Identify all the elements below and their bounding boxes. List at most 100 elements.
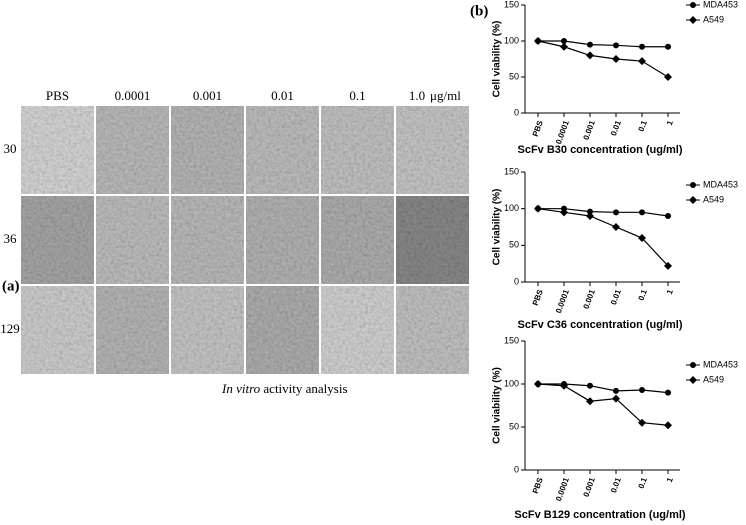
- y-axis-label: Cell viability (%): [492, 21, 503, 98]
- y-tick-label: 0: [514, 464, 519, 474]
- data-point: [587, 41, 593, 48]
- unit-label: μg/ml: [430, 88, 461, 103]
- y-tick-label: 0: [514, 276, 519, 286]
- micrograph: [246, 286, 319, 374]
- x-tick-label: 1: [665, 119, 675, 127]
- data-point: [613, 42, 619, 49]
- micrograph: [96, 196, 169, 284]
- x-tick-label: PBS: [531, 119, 545, 138]
- column-header: 0.01: [271, 88, 294, 103]
- legend-marker: [689, 376, 697, 384]
- micrograph: [21, 196, 94, 284]
- column-header: PBS: [46, 88, 69, 103]
- x-tick-label: 0.0001: [554, 476, 571, 503]
- data-point: [664, 261, 672, 270]
- data-point: [612, 394, 620, 403]
- data-point: [638, 234, 646, 242]
- micrograph: [321, 106, 394, 194]
- data-point: [586, 397, 594, 406]
- legend-label: MDA453: [703, 359, 738, 369]
- x-axis-label: ScFv C36 concentration (ug/ml): [517, 319, 682, 331]
- y-tick-label: 100: [504, 378, 519, 388]
- series-line: [537, 383, 669, 426]
- data-point: [612, 223, 620, 231]
- data-point: [534, 204, 542, 213]
- data-point: [639, 43, 645, 50]
- data-point: [612, 55, 620, 63]
- data-point: [665, 213, 671, 219]
- series-line: [537, 40, 669, 78]
- y-tick-label: 50: [509, 71, 519, 81]
- micrograph: [396, 286, 469, 374]
- x-tick-label: 0.001: [582, 476, 597, 498]
- panel-label: (a): [2, 278, 20, 294]
- series-line: [538, 208, 669, 217]
- x-tick-label: 0.001: [582, 119, 597, 141]
- x-tick-label: 0.01: [609, 476, 623, 494]
- micrograph: [321, 286, 394, 374]
- micrograph: [96, 286, 169, 374]
- x-tick-label: 1: [665, 288, 675, 296]
- y-axis-label: Cell viability (%): [492, 367, 503, 444]
- data-point: [613, 209, 619, 216]
- legend-marker: [690, 2, 696, 8]
- legend-marker: [689, 16, 697, 24]
- data-point: [586, 212, 594, 220]
- legend-marker: [689, 196, 697, 204]
- caption-text: activity analysis: [263, 381, 347, 396]
- data-point: [587, 208, 593, 215]
- data-point: [560, 381, 568, 390]
- data-point: [560, 42, 568, 51]
- caption: In vitro activity analysis: [221, 381, 348, 396]
- data-point: [561, 38, 567, 44]
- data-point: [665, 389, 671, 396]
- micrograph: [171, 196, 244, 284]
- data-point: [638, 57, 646, 66]
- x-tick-label: 0.1: [637, 119, 649, 133]
- micrograph: [396, 196, 469, 284]
- legend-label: A549: [703, 14, 724, 24]
- x-tick-label: PBS: [531, 288, 545, 307]
- y-axis-label: Cell viability (%): [492, 189, 503, 266]
- column-header: 1.0: [409, 88, 425, 103]
- data-point: [665, 43, 671, 50]
- data-point: [613, 387, 619, 394]
- micrograph: [246, 106, 319, 194]
- legend-label: MDA453: [703, 179, 738, 189]
- y-tick-label: 100: [504, 35, 519, 45]
- x-axis-label: ScFv B30 concentration (ug/ml): [517, 144, 682, 156]
- micrograph: [21, 106, 94, 194]
- column-header: 0.0001: [115, 88, 151, 103]
- x-tick-label: 0.0001: [554, 288, 571, 315]
- micrograph: [246, 196, 319, 284]
- data-point: [638, 418, 646, 427]
- y-tick-label: 0: [514, 107, 519, 117]
- x-tick-label: 0.1: [637, 288, 649, 302]
- series-line: [538, 383, 669, 394]
- caption-italic: In vitro: [221, 381, 261, 396]
- y-tick-label: 100: [504, 203, 519, 213]
- x-tick-label: 0.01: [609, 288, 623, 306]
- micrograph: [171, 106, 244, 194]
- legend-label: A549: [703, 194, 724, 204]
- row-label: 129: [0, 321, 20, 336]
- x-tick-label: 1: [665, 476, 675, 484]
- y-tick-label: 50: [509, 421, 519, 431]
- data-point: [639, 209, 645, 216]
- micrograph: [171, 286, 244, 374]
- data-point: [664, 421, 672, 430]
- x-tick-label: 0.1: [637, 476, 649, 490]
- y-tick-label: 50: [509, 240, 519, 250]
- row-label: 30: [4, 141, 17, 156]
- legend-marker: [690, 182, 696, 188]
- row-label: 36: [4, 231, 18, 246]
- micrograph: [21, 286, 94, 374]
- data-point: [534, 37, 542, 45]
- x-tick-label: PBS: [531, 476, 545, 495]
- x-axis-label: ScFv B129 concentration (ug/ml): [514, 509, 685, 521]
- x-tick-label: 0.001: [582, 288, 597, 310]
- micrograph: [396, 106, 469, 194]
- y-tick-label: 150: [504, 166, 519, 176]
- micrograph: [321, 196, 394, 284]
